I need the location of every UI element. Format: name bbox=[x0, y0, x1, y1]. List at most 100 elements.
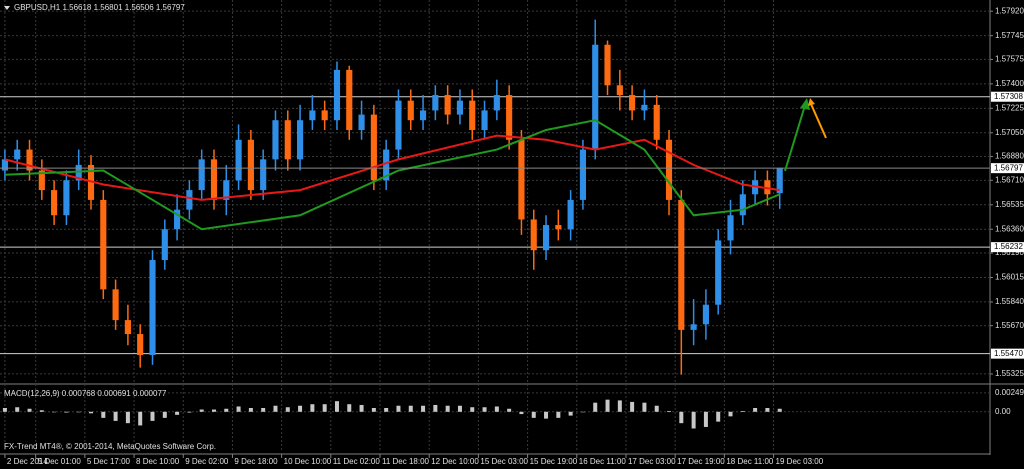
macd-bar bbox=[605, 399, 610, 412]
candle-body bbox=[100, 199, 107, 290]
macd-bar bbox=[777, 408, 782, 412]
candle-body bbox=[87, 164, 95, 200]
macd-bar bbox=[679, 411, 684, 424]
candle-body bbox=[493, 95, 500, 111]
macd-bar bbox=[236, 406, 241, 412]
x-tick-label: 12 Dec 10:00 bbox=[431, 457, 479, 466]
macd-bar bbox=[334, 401, 339, 412]
x-tick-label: 16 Dec 11:00 bbox=[579, 457, 627, 466]
candle-body bbox=[481, 110, 488, 130]
candle-body bbox=[26, 149, 33, 171]
candle-body bbox=[75, 164, 82, 181]
price-label-box bbox=[991, 163, 1024, 174]
candle-body bbox=[616, 85, 623, 96]
macd-bar bbox=[457, 405, 462, 412]
macd-bar bbox=[359, 404, 364, 412]
candle-body bbox=[1, 159, 8, 171]
candle-body bbox=[469, 100, 476, 130]
candle-body bbox=[456, 100, 464, 115]
macd-bar bbox=[285, 407, 290, 412]
x-tick-label: 5 Dec 01:00 bbox=[38, 457, 82, 466]
candle-body bbox=[14, 149, 21, 160]
candle-body bbox=[383, 149, 390, 181]
candle-body bbox=[506, 95, 513, 140]
macd-bar bbox=[347, 404, 352, 412]
macd-bar bbox=[224, 408, 229, 412]
macd-bar bbox=[445, 405, 450, 412]
candle-body bbox=[297, 120, 304, 160]
macd-bar bbox=[556, 411, 561, 418]
macd-bar bbox=[580, 411, 585, 413]
y-tick-label: 1.55670 bbox=[995, 321, 1024, 330]
macd-bar bbox=[642, 402, 647, 412]
candle-body bbox=[690, 324, 697, 330]
x-tick-label: 8 Dec 10:00 bbox=[136, 457, 180, 466]
up-arrow bbox=[784, 101, 807, 172]
level-label: 1.57308 bbox=[994, 92, 1023, 101]
candle-body bbox=[370, 114, 377, 181]
candle-body bbox=[542, 225, 550, 251]
candle-body bbox=[186, 190, 193, 210]
macd-bar bbox=[630, 401, 635, 412]
candle-body bbox=[161, 229, 168, 260]
level-label-box bbox=[991, 91, 1024, 102]
macd-tick-label: 0.00 bbox=[995, 407, 1011, 416]
candle-body bbox=[715, 240, 722, 305]
candle-body bbox=[629, 95, 636, 111]
x-tick-label: 15 Dec 03:00 bbox=[480, 457, 528, 466]
macd-bar bbox=[531, 411, 536, 418]
candle-body bbox=[272, 120, 279, 160]
candle-body bbox=[174, 209, 181, 230]
candle-body bbox=[395, 100, 402, 150]
macd-bar bbox=[470, 407, 475, 412]
candle-body bbox=[727, 215, 734, 241]
x-tick-label: 10 Dec 10:00 bbox=[284, 457, 332, 466]
macd-bar bbox=[101, 411, 106, 418]
macd-bar bbox=[298, 405, 303, 412]
y-tick-label: 1.56190 bbox=[995, 248, 1024, 257]
candle-body bbox=[346, 69, 353, 130]
y-tick-label: 1.57400 bbox=[995, 79, 1024, 88]
level-label: 1.56232 bbox=[994, 242, 1023, 251]
candle-body bbox=[198, 159, 205, 191]
macd-bar bbox=[765, 408, 770, 412]
macd-bar bbox=[52, 411, 57, 413]
candle-body bbox=[38, 170, 45, 191]
macd-bar bbox=[113, 411, 118, 421]
menu-arrow[interactable] bbox=[4, 6, 10, 10]
macd-bar bbox=[519, 411, 524, 415]
candle-body bbox=[210, 159, 218, 200]
level-label-box bbox=[991, 242, 1024, 253]
macd-bar bbox=[753, 408, 758, 412]
down-arrow bbox=[810, 103, 827, 139]
candle-body bbox=[444, 95, 451, 115]
macd-bar bbox=[261, 408, 266, 412]
macd-bar bbox=[667, 411, 672, 412]
macd-bar bbox=[740, 411, 745, 412]
y-tick-label: 1.56015 bbox=[995, 273, 1024, 282]
candle-body bbox=[223, 180, 230, 200]
candle-body bbox=[567, 199, 574, 230]
macd-bar bbox=[125, 411, 130, 424]
candle-body bbox=[739, 194, 746, 216]
candle-body bbox=[530, 219, 537, 251]
macd-bar bbox=[384, 408, 389, 412]
candle-body bbox=[333, 69, 341, 121]
macd-bar bbox=[617, 400, 622, 412]
macd-bar bbox=[507, 408, 512, 412]
macd-bar bbox=[703, 411, 708, 427]
level-label-box bbox=[991, 348, 1024, 359]
macd-bar bbox=[371, 408, 376, 412]
macd-bar bbox=[691, 411, 696, 429]
footer: FX-Trend MT4®, © 2001-2014, MetaQuotes S… bbox=[4, 442, 216, 451]
candle-body bbox=[124, 320, 131, 335]
candle-body bbox=[309, 110, 316, 121]
macd-bar bbox=[150, 411, 155, 421]
y-tick-label: 1.55325 bbox=[995, 369, 1024, 378]
x-tick-label: 17 Dec 19:00 bbox=[677, 457, 725, 466]
candle-body bbox=[665, 139, 673, 200]
x-tick-label: 11 Dec 18:00 bbox=[382, 457, 430, 466]
y-tick-label: 1.57225 bbox=[995, 103, 1024, 112]
